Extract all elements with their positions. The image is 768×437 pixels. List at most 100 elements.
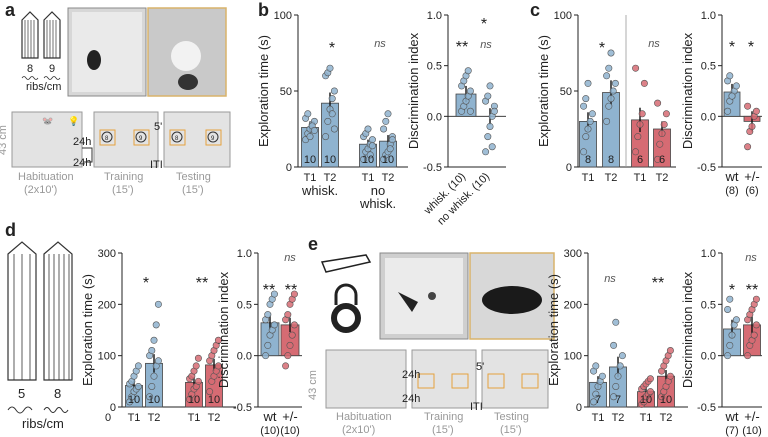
bar-n-label: 8: [608, 154, 614, 166]
data-point: [134, 382, 142, 390]
arena-size-label: 43 cm: [0, 125, 9, 155]
data-point: [146, 393, 154, 401]
data-point: [286, 341, 294, 349]
panel-letter-d: d: [5, 220, 16, 240]
duration-testing: (15'): [182, 184, 204, 196]
y-tick-label: 1.0: [701, 10, 716, 22]
data-point: [656, 140, 664, 148]
data-point: [482, 148, 490, 156]
y-tick-label: 0.5: [427, 61, 442, 73]
panel-e-illustration: e 43 cm 24h 24h 5' ITI Habituation (2x10…: [307, 234, 555, 436]
rib-tube-pair-icon: [7, 241, 73, 381]
panel-letter-b: b: [258, 0, 269, 20]
phase-habituation: Habituation: [336, 411, 392, 423]
duration-habituation: (2x10'): [342, 424, 375, 436]
data-point: [607, 95, 615, 103]
category-label: T2: [148, 412, 161, 424]
data-point: [732, 316, 740, 324]
data-point: [605, 64, 613, 72]
category-label: wt: [263, 409, 277, 424]
data-point: [744, 102, 752, 110]
sample-size-label: (8): [725, 185, 738, 197]
y-axis-label: Discrimination index: [680, 271, 695, 388]
category-label: T1: [592, 412, 605, 424]
category-label: T1: [640, 412, 653, 424]
data-point: [154, 357, 162, 365]
tube-label-1: 8: [27, 63, 33, 75]
data-point: [612, 318, 620, 326]
bar-n-label: 10: [208, 394, 220, 406]
data-point: [288, 331, 296, 339]
data-point: [724, 305, 732, 313]
data-point: [748, 122, 756, 130]
category-label: T1: [188, 412, 201, 424]
data-point: [640, 79, 648, 87]
category-label: T1: [304, 172, 317, 184]
data-point: [607, 49, 615, 57]
data-point: [330, 125, 338, 133]
data-point: [214, 336, 222, 344]
y-tick-label: 0: [576, 402, 582, 414]
data-point: [586, 117, 594, 125]
data-point: [148, 382, 156, 390]
data-point: [264, 311, 272, 319]
data-point: [592, 390, 600, 398]
delay-24h-1: 24h: [73, 136, 91, 148]
group-label: whisk.: [359, 196, 396, 211]
delay-24h-2: 24h: [402, 393, 420, 405]
bar-n-label: 10: [324, 154, 336, 166]
y-axis-label: Exploration time (s): [80, 274, 95, 386]
data-point: [582, 95, 590, 103]
sample-size-label: (7): [725, 425, 738, 437]
data-point: [618, 352, 626, 360]
object-number: 9: [139, 136, 143, 142]
data-point: [616, 362, 624, 370]
data-point: [380, 125, 388, 133]
tube-label-2: 9: [49, 63, 55, 75]
data-point: [466, 107, 474, 115]
data-point: [592, 362, 600, 370]
rib-wave-icon: [7, 406, 69, 414]
significance-label: *: [481, 16, 487, 33]
data-point: [150, 336, 158, 344]
data-point: [726, 72, 734, 80]
delay-24h-1: 24h: [402, 369, 420, 381]
chart-b_expl: Exploration time (s) 0 50 100 10 T1 10 T2 10 T1 10…: [256, 10, 408, 211]
rib-wave-icon: [21, 76, 61, 80]
category-label: T1: [634, 172, 647, 184]
chart-b_di: Discrimination index-0.50.00.51.0whisk. …: [406, 10, 506, 228]
training-arena: [93, 111, 159, 168]
data-point: [150, 372, 158, 380]
y-tick-label: 0.0: [701, 351, 716, 363]
data-point: [284, 311, 292, 319]
data-point: [584, 125, 592, 133]
chart-d_di: Discrimination index -0.5 0.0 0.5 1.0 wt(10)+…: [216, 248, 302, 437]
data-point: [464, 67, 472, 75]
data-point: [388, 136, 396, 144]
y-tick-label: 1.0: [237, 248, 252, 260]
object-number: 8: [105, 136, 109, 142]
sample-size-label: (10): [742, 425, 762, 437]
data-point: [322, 133, 330, 141]
sample-size-label: (10): [260, 425, 280, 437]
y-axis-label: Exploration time (s): [536, 35, 551, 147]
data-point: [666, 372, 674, 380]
testing-arena: [163, 111, 231, 168]
y-tick-label: 1.0: [701, 248, 716, 260]
phase-training: Training: [104, 171, 143, 183]
data-point: [304, 110, 312, 118]
data-point: [134, 362, 142, 370]
charts-layer: Exploration time (s)05010010T110T210T110…: [80, 10, 762, 437]
chart-e_di: Discrimination index -0.5 0.0 0.5 1.0 wt(7) +/…: [680, 248, 762, 437]
y-tick-label: 100: [274, 10, 292, 22]
data-point: [290, 321, 298, 329]
data-point: [490, 107, 498, 115]
data-point: [666, 347, 674, 355]
data-point: [598, 372, 606, 380]
category-label: T2: [382, 172, 395, 184]
significance-label: ns: [648, 38, 660, 50]
data-point: [284, 352, 292, 360]
significance-label: **: [263, 282, 275, 299]
data-point: [752, 107, 760, 115]
y-axis-label: Discrimination index: [406, 32, 421, 149]
